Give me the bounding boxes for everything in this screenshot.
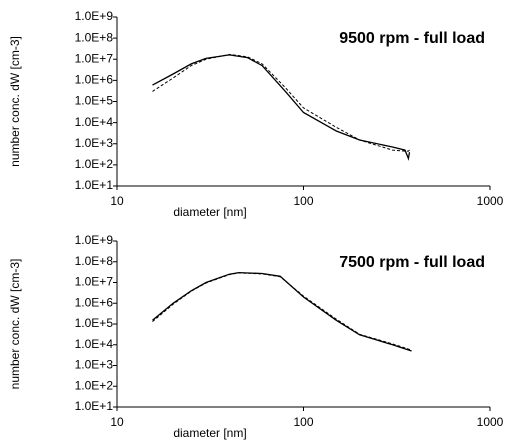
y-tick-label: 1.0E+7 bbox=[75, 51, 114, 65]
x-tick-label: 1000 bbox=[477, 194, 504, 208]
y-tick-label: 1.0E+9 bbox=[75, 9, 114, 23]
x-tick-label: 100 bbox=[293, 415, 313, 429]
y-axis-label: number conc. dW [cm-3] bbox=[8, 36, 22, 167]
x-axis-label: diameter [nm] bbox=[173, 426, 246, 440]
line-series bbox=[152, 54, 411, 161]
y-tick-label: 1.0E+8 bbox=[75, 254, 114, 268]
y-tick-label: 1.0E+5 bbox=[75, 94, 114, 108]
y-tick-label: 1.0E+3 bbox=[75, 358, 114, 372]
y-axis-label: number conc. dW [cm-3] bbox=[8, 259, 22, 390]
y-tick-label: 1.0E+6 bbox=[75, 295, 114, 309]
y-tick-label: 1.0E+2 bbox=[75, 378, 114, 392]
line-series bbox=[152, 271, 412, 352]
line-series bbox=[152, 53, 410, 152]
y-tick-label: 1.0E+7 bbox=[75, 275, 114, 289]
y-tick-label: 1.0E+6 bbox=[75, 73, 114, 87]
y-tick-label: 1.0E+2 bbox=[75, 157, 114, 171]
x-axis-label: diameter [nm] bbox=[173, 205, 246, 219]
x-tick-label: 10 bbox=[110, 194, 124, 208]
y-tick-label: 1.0E+3 bbox=[75, 136, 114, 150]
y-tick-label: 1.0E+4 bbox=[75, 115, 114, 129]
x-tick-label: 10 bbox=[110, 415, 124, 429]
line-series bbox=[152, 272, 412, 351]
x-tick-label: 1000 bbox=[477, 415, 504, 429]
x-tick-label: 100 bbox=[293, 194, 313, 208]
y-tick-label: 1.0E+1 bbox=[75, 399, 114, 413]
chart-title: 9500 rpm - full load bbox=[339, 30, 485, 47]
y-tick-label: 1.0E+5 bbox=[75, 316, 114, 330]
y-tick-label: 1.0E+8 bbox=[75, 30, 114, 44]
y-tick-label: 1.0E+9 bbox=[75, 233, 114, 247]
y-tick-label: 1.0E+1 bbox=[75, 178, 114, 192]
y-tick-label: 1.0E+4 bbox=[75, 337, 114, 351]
chart-title: 7500 rpm - full load bbox=[339, 254, 485, 271]
